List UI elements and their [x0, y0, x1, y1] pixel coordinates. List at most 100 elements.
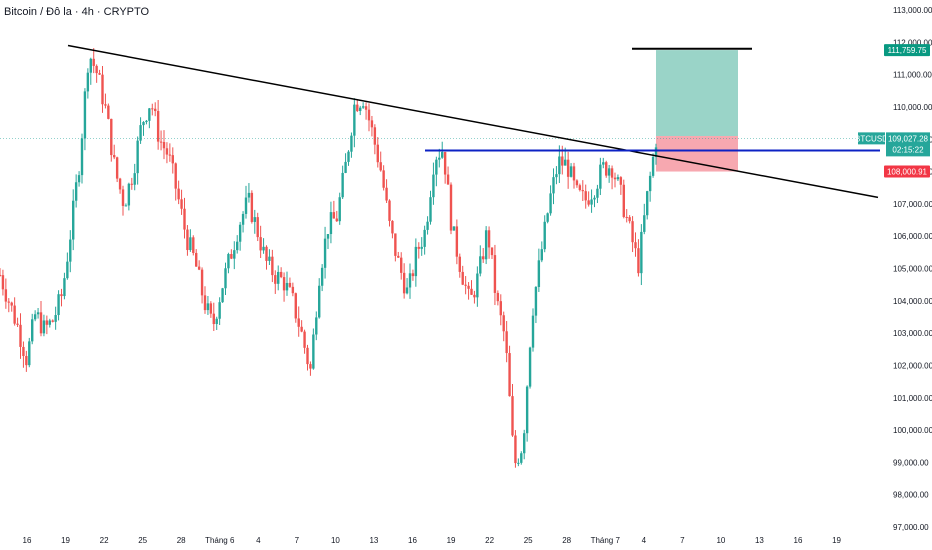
candle: [534, 286, 538, 324]
candle-body: [282, 277, 286, 291]
candle: [39, 300, 43, 337]
candle: [558, 145, 561, 184]
candle-body: [446, 174, 450, 185]
candle: [593, 195, 596, 208]
candle: [648, 171, 652, 202]
candle-body: [42, 320, 46, 334]
candle: [221, 287, 224, 303]
candle-body: [25, 356, 28, 366]
candle-body: [98, 73, 101, 75]
candle: [452, 226, 456, 231]
candle-body: [367, 109, 371, 121]
price-tick-label: 112,000.00: [893, 38, 932, 47]
candle: [356, 100, 359, 113]
candle: [265, 245, 268, 270]
candle-body: [33, 314, 37, 320]
candle-body: [133, 173, 136, 185]
candle: [1, 269, 5, 296]
price-tick-label: 107,000.00: [893, 200, 932, 209]
candle-body: [420, 246, 423, 249]
position-zones: [656, 50, 738, 172]
candle-body: [338, 197, 341, 222]
candle: [136, 136, 139, 185]
candle: [458, 253, 461, 278]
candle-body: [92, 58, 95, 66]
candle: [63, 272, 66, 300]
candle: [484, 226, 488, 265]
candle-body: [394, 233, 397, 256]
candle-body: [520, 453, 523, 463]
drawings: [0, 44, 880, 199]
candle-body: [514, 435, 517, 464]
candle: [631, 216, 634, 253]
candle-body: [376, 144, 379, 163]
candle-body: [0, 274, 2, 276]
candle-body: [189, 237, 192, 251]
candle: [279, 267, 283, 279]
candle-body: [482, 256, 485, 260]
candle-body: [411, 273, 415, 277]
candle-body: [335, 218, 338, 222]
price-tick-label: 98,000.00: [893, 491, 929, 500]
candle-body: [16, 323, 19, 325]
candle-body: [397, 255, 400, 258]
candle: [338, 192, 341, 225]
candle: [388, 199, 391, 227]
candle-body: [203, 295, 207, 311]
candle: [238, 221, 242, 251]
candle-body: [148, 108, 151, 121]
candle: [215, 316, 218, 330]
candle: [259, 225, 262, 259]
candle: [25, 350, 28, 372]
candle: [634, 232, 637, 257]
candle-body: [230, 254, 233, 259]
candle-body: [528, 347, 532, 387]
candle: [599, 157, 602, 196]
candle: [224, 262, 227, 296]
time-tick-label: 13: [755, 536, 764, 545]
candle-body: [136, 140, 139, 174]
candle-body: [484, 230, 488, 260]
candle-body: [429, 197, 432, 222]
candle: [174, 162, 177, 201]
time-tick-label: Tháng 6: [205, 536, 235, 545]
candle-body: [72, 200, 75, 240]
candle-body: [628, 217, 631, 222]
candle-body: [124, 205, 128, 207]
candle: [148, 107, 151, 129]
candle: [133, 163, 136, 191]
candle: [291, 282, 295, 297]
candle-body: [496, 292, 500, 302]
candle: [145, 119, 148, 125]
candle-body: [400, 257, 403, 273]
candle: [566, 151, 570, 189]
candle-body: [113, 155, 116, 158]
trendline: [67, 44, 879, 199]
candle-body: [180, 199, 183, 209]
candle: [168, 143, 172, 162]
candle: [16, 317, 19, 327]
candle-body: [561, 156, 564, 166]
candle-body: [221, 288, 224, 303]
candle: [227, 252, 230, 274]
candle-body: [350, 135, 353, 152]
candle-body: [130, 183, 133, 185]
candle: [373, 124, 377, 155]
candle-body: [174, 163, 177, 189]
candle-body: [385, 187, 388, 201]
time-tick-label: 10: [716, 536, 725, 545]
candle: [171, 147, 174, 174]
candle-body: [238, 224, 242, 242]
candle-body: [596, 188, 599, 198]
candle-body: [423, 229, 426, 247]
candle: [596, 184, 599, 204]
candle-body: [408, 273, 412, 288]
candle-body: [192, 237, 195, 253]
candle: [74, 174, 78, 208]
candle-body: [209, 303, 213, 314]
candle: [282, 272, 286, 302]
candle-body: [323, 238, 327, 268]
candle-body: [177, 188, 180, 200]
candle-body: [318, 285, 321, 318]
